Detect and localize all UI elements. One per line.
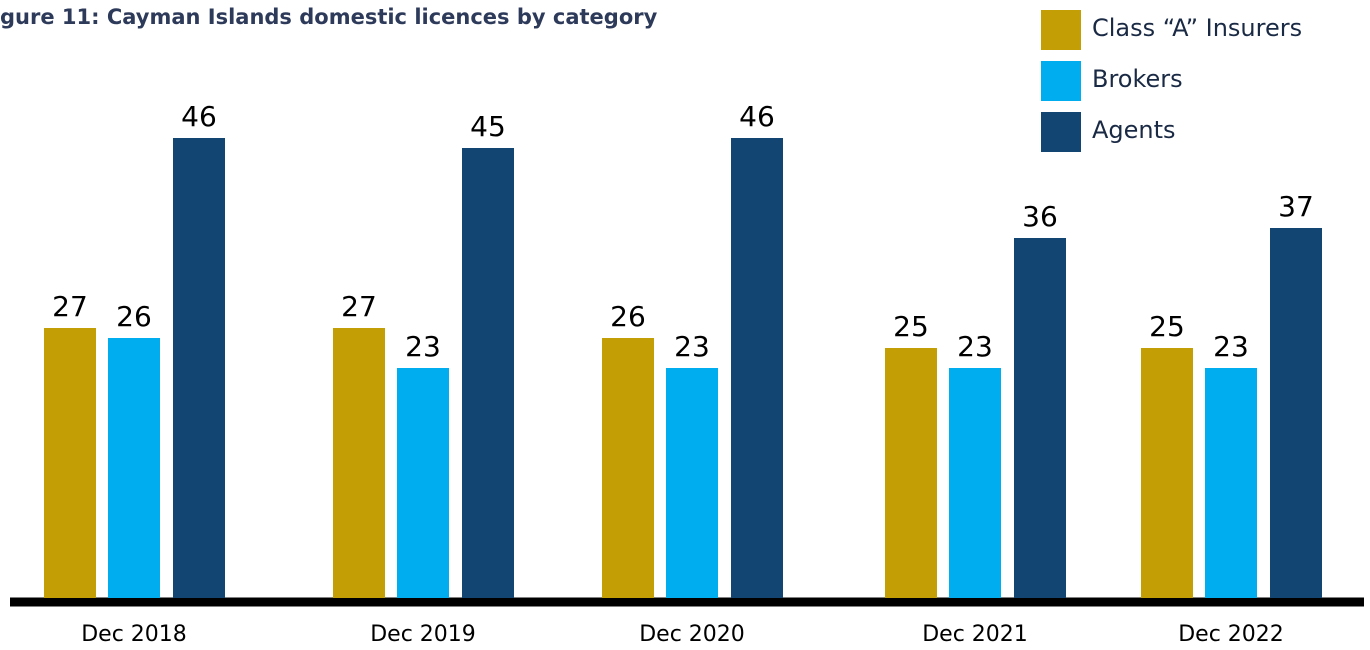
- data-label: 25: [1149, 310, 1185, 343]
- bar: [397, 368, 449, 598]
- x-tick-label: Dec 2019: [370, 622, 476, 647]
- data-label: 46: [739, 100, 775, 133]
- bar: [108, 338, 160, 598]
- legend-label: Agents: [1092, 116, 1176, 144]
- legend-label: Brokers: [1092, 65, 1183, 93]
- data-label: 25: [893, 310, 929, 343]
- bar: [44, 328, 96, 598]
- bar: [885, 348, 937, 598]
- legend-swatch: [1041, 10, 1081, 50]
- data-label: 26: [116, 300, 152, 333]
- bar: [333, 328, 385, 598]
- data-label: 23: [957, 330, 993, 363]
- data-label: 23: [405, 330, 441, 363]
- legend-swatch: [1041, 112, 1081, 152]
- data-label: 23: [674, 330, 710, 363]
- data-label: 46: [181, 100, 217, 133]
- x-tick-label: Dec 2018: [81, 622, 187, 647]
- chart-title: gure 11: Cayman Islands domestic licence…: [0, 5, 658, 29]
- bar: [173, 138, 225, 598]
- legend-swatch: [1041, 61, 1081, 101]
- x-tick-label: Dec 2020: [639, 622, 745, 647]
- data-label: 27: [341, 290, 377, 323]
- data-label: 23: [1213, 330, 1249, 363]
- bar: [731, 138, 783, 598]
- bar: [1014, 238, 1066, 598]
- legend-label: Class “A” Insurers: [1092, 14, 1302, 42]
- bar: [949, 368, 1001, 598]
- x-tick-label: Dec 2022: [1178, 622, 1284, 647]
- bar: [462, 148, 514, 598]
- bar: [1205, 368, 1257, 598]
- x-tick-label: Dec 2021: [922, 622, 1028, 647]
- data-label: 37: [1278, 190, 1314, 223]
- bar: [1270, 228, 1322, 598]
- data-label: 36: [1022, 200, 1058, 233]
- bar: [602, 338, 654, 598]
- data-label: 27: [52, 290, 88, 323]
- bar: [1141, 348, 1193, 598]
- bar: [666, 368, 718, 598]
- data-label: 45: [470, 110, 506, 143]
- data-label: 26: [610, 300, 646, 333]
